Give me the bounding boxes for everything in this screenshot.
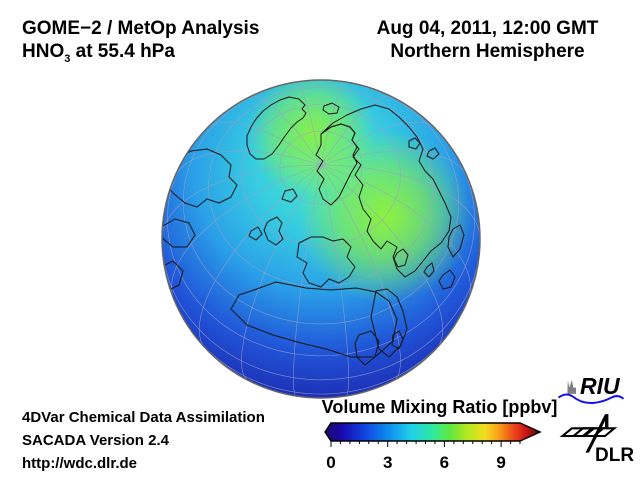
svg-text:DLR: DLR <box>595 445 634 466</box>
